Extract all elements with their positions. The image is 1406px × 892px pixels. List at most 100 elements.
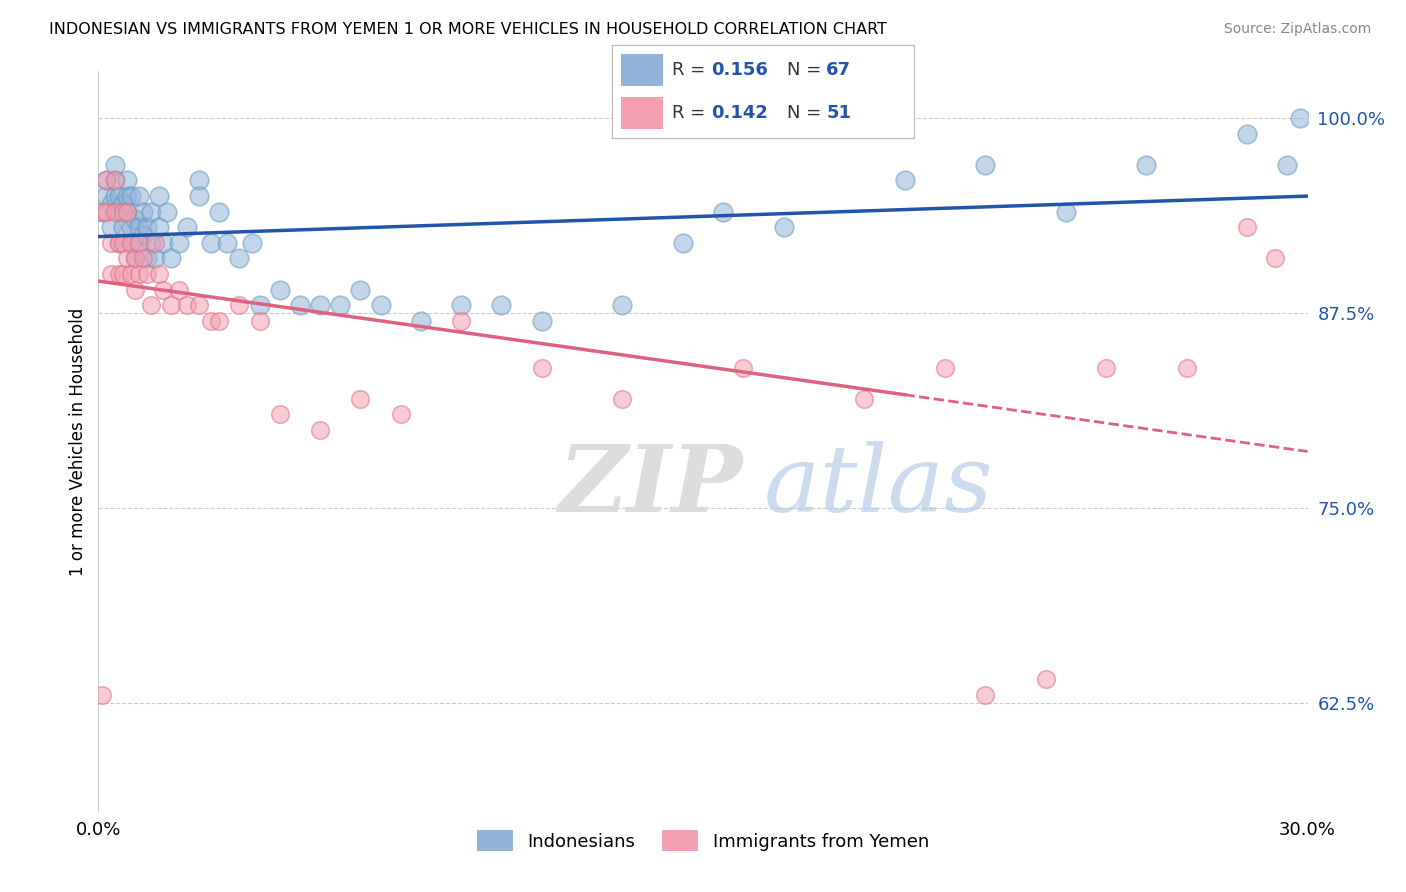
Point <box>139 298 162 312</box>
Point <box>103 173 125 187</box>
Point <box>91 688 114 702</box>
Point <box>309 423 332 437</box>
Point <box>853 392 876 406</box>
Point <box>96 204 118 219</box>
Point <box>115 204 138 219</box>
Point <box>450 298 472 312</box>
Legend: Indonesians, Immigrants from Yemen: Indonesians, Immigrants from Yemen <box>470 823 936 858</box>
Point <box>135 252 157 266</box>
Point <box>128 267 150 281</box>
Point <box>111 220 134 235</box>
Point <box>288 298 311 312</box>
Point <box>96 173 118 187</box>
Point <box>672 235 695 250</box>
Point <box>450 314 472 328</box>
Point <box>100 235 122 250</box>
Point <box>120 220 142 235</box>
Point <box>100 197 122 211</box>
Point <box>370 298 392 312</box>
Point <box>111 235 134 250</box>
Point <box>530 360 553 375</box>
Point <box>176 298 198 312</box>
Point <box>167 235 190 250</box>
FancyBboxPatch shape <box>620 54 664 86</box>
Point <box>128 220 150 235</box>
Point <box>188 189 211 203</box>
Point <box>91 204 114 219</box>
Point <box>772 220 794 235</box>
Point <box>148 189 170 203</box>
Point <box>115 252 138 266</box>
Text: 0.156: 0.156 <box>711 61 768 78</box>
Point <box>160 298 183 312</box>
Point <box>160 252 183 266</box>
Point <box>111 267 134 281</box>
Point <box>107 189 129 203</box>
Point <box>389 407 412 421</box>
Point <box>100 267 122 281</box>
Point <box>249 298 271 312</box>
Point <box>148 220 170 235</box>
Point <box>249 314 271 328</box>
Point <box>96 189 118 203</box>
Text: 0.142: 0.142 <box>711 104 768 122</box>
Point <box>349 392 371 406</box>
Point <box>1236 127 1258 141</box>
Point <box>96 173 118 187</box>
Point <box>152 235 174 250</box>
Text: N =: N = <box>787 104 827 122</box>
Point <box>132 227 155 242</box>
Point <box>711 204 734 219</box>
Point <box>1288 111 1310 125</box>
Point <box>349 283 371 297</box>
Point <box>143 252 166 266</box>
Point <box>139 204 162 219</box>
Point <box>115 189 138 203</box>
Point <box>1277 158 1299 172</box>
Text: N =: N = <box>787 61 827 78</box>
Point <box>148 267 170 281</box>
Point <box>1054 204 1077 219</box>
Point <box>91 204 114 219</box>
Point <box>200 235 222 250</box>
Point <box>107 204 129 219</box>
Point <box>228 252 250 266</box>
Point <box>120 235 142 250</box>
Point <box>309 298 332 312</box>
Point <box>240 235 263 250</box>
Point <box>132 252 155 266</box>
Text: Source: ZipAtlas.com: Source: ZipAtlas.com <box>1223 22 1371 37</box>
Text: R =: R = <box>672 104 711 122</box>
Point <box>115 173 138 187</box>
Point <box>139 235 162 250</box>
Point <box>612 298 634 312</box>
Point <box>176 220 198 235</box>
Point <box>120 235 142 250</box>
Text: INDONESIAN VS IMMIGRANTS FROM YEMEN 1 OR MORE VEHICLES IN HOUSEHOLD CORRELATION : INDONESIAN VS IMMIGRANTS FROM YEMEN 1 OR… <box>49 22 887 37</box>
Point <box>143 235 166 250</box>
Point <box>167 283 190 297</box>
Point <box>269 407 291 421</box>
Point <box>188 298 211 312</box>
Point <box>228 298 250 312</box>
Point <box>103 173 125 187</box>
Point <box>120 267 142 281</box>
Point <box>1175 360 1198 375</box>
Point <box>1095 360 1118 375</box>
Point <box>103 158 125 172</box>
Point <box>100 220 122 235</box>
Point <box>132 204 155 219</box>
Point <box>200 314 222 328</box>
Point <box>115 204 138 219</box>
Text: ZIP: ZIP <box>558 441 742 531</box>
Point <box>103 204 125 219</box>
Point <box>124 283 146 297</box>
FancyBboxPatch shape <box>620 97 664 129</box>
Point <box>1236 220 1258 235</box>
Point <box>208 314 231 328</box>
Point <box>103 189 125 203</box>
Text: 67: 67 <box>827 61 851 78</box>
Point <box>156 204 179 219</box>
Point <box>124 252 146 266</box>
Point <box>135 267 157 281</box>
